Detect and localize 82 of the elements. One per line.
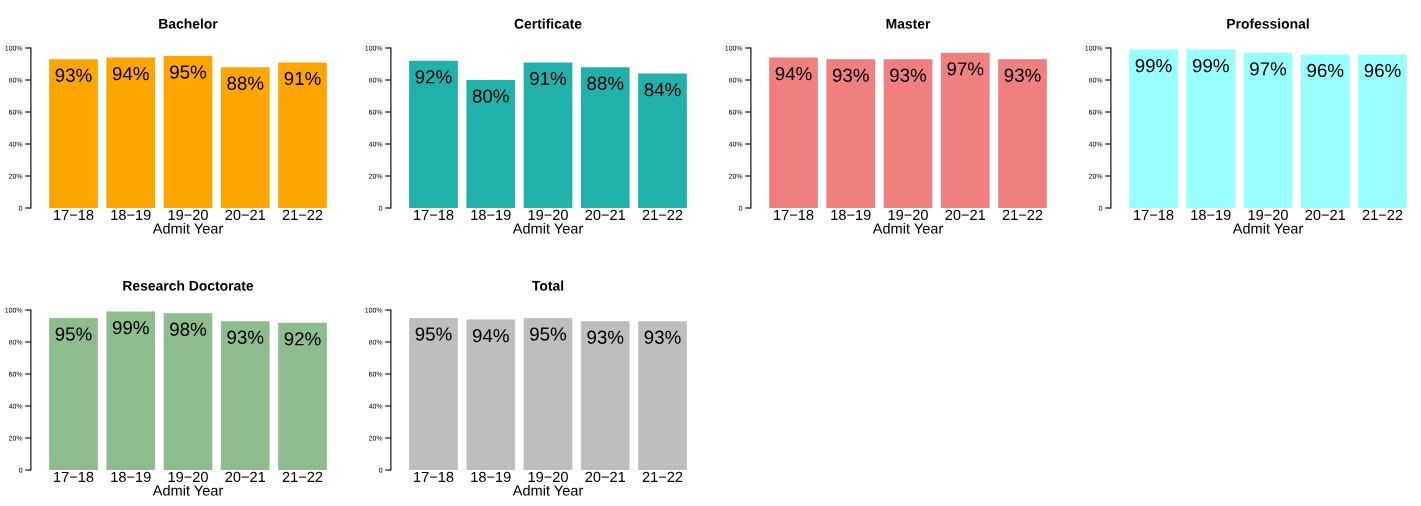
x-tick-label: 21−22: [642, 209, 683, 220]
x-tick-label: 17−18: [414, 209, 454, 221]
bar: [49, 318, 98, 470]
x-tick-label: 20−21: [1305, 209, 1346, 221]
x-tick-label: 17−18: [54, 209, 94, 221]
x-tick-label: 21−22: [1362, 209, 1403, 220]
data-label: 95%: [55, 327, 92, 341]
x-tick-label: 18−19: [111, 209, 151, 221]
chart-title: Professional: [1227, 18, 1309, 29]
chart-title: Total: [532, 280, 564, 291]
data-label: 91%: [284, 71, 321, 86]
x-tick-label: 19−20: [528, 471, 568, 483]
x-tick-label: 19−20: [168, 471, 208, 483]
x-tick-label: 19−20: [168, 209, 208, 221]
x-tick-label: 21−22: [282, 471, 323, 482]
data-label: 93%: [644, 330, 681, 344]
x-tick-label: 21−22: [642, 471, 683, 482]
data-label: 97%: [1250, 62, 1287, 76]
x-tick-label: 19−20: [1248, 209, 1288, 221]
data-label: 88%: [587, 76, 624, 90]
bar: [220, 321, 270, 470]
x-axis-title: Admit Year: [512, 222, 584, 234]
data-label: 97%: [947, 62, 984, 76]
x-tick-label: 20−21: [585, 209, 626, 221]
bar: [220, 67, 270, 208]
bar: [278, 62, 327, 208]
x-tick-label: 20−21: [585, 471, 626, 483]
data-label: 80%: [472, 89, 509, 103]
x-tick-label: 19−20: [888, 209, 928, 221]
data-label: 98%: [170, 322, 207, 336]
data-label: 84%: [644, 83, 681, 97]
x-axis-title: Admit Year: [152, 222, 224, 234]
data-label: 93%: [890, 68, 927, 82]
data-label: 92%: [415, 70, 452, 84]
chart-title: Certificate: [514, 18, 582, 29]
data-label: 93%: [1004, 68, 1041, 82]
data-label: 93%: [227, 330, 264, 344]
x-tick-label: 21−22: [282, 209, 323, 220]
x-tick-label: 17−18: [774, 209, 814, 221]
x-axis-title: Admit Year: [512, 484, 584, 496]
data-label: 99%: [1192, 59, 1229, 73]
data-label: 94%: [472, 329, 509, 343]
data-label: 95%: [415, 327, 452, 341]
x-axis-title: Admit Year: [1232, 222, 1304, 234]
x-axis-title: Admit Year: [872, 222, 944, 234]
data-label: 95%: [170, 65, 207, 79]
data-label: 96%: [1364, 63, 1401, 78]
bar: [163, 313, 213, 470]
data-label: 96%: [1307, 63, 1344, 78]
x-axis-title: Admit Year: [152, 484, 224, 496]
bar: [106, 57, 156, 208]
x-tick-label: 17−18: [1134, 209, 1174, 221]
data-label: 99%: [1135, 59, 1172, 73]
x-tick-label: 18−19: [471, 471, 511, 483]
chart-title: Bachelor: [159, 18, 218, 29]
data-label: 95%: [530, 327, 567, 341]
chart-title: Research Doctorate: [123, 280, 254, 291]
x-tick-label: 18−19: [831, 209, 871, 221]
bar: [106, 311, 156, 470]
x-tick-label: 20−21: [225, 471, 266, 483]
x-tick-label: 19−20: [528, 209, 568, 221]
x-tick-label: 20−21: [225, 209, 266, 221]
data-label: 94%: [112, 67, 149, 81]
data-label: 88%: [227, 76, 264, 90]
x-tick-label: 17−18: [54, 471, 94, 483]
data-label: 94%: [775, 67, 812, 81]
chart-title: Master: [886, 19, 931, 29]
x-tick-label: 21−22: [1002, 209, 1043, 220]
data-label: 93%: [832, 68, 869, 82]
x-tick-label: 18−19: [111, 471, 151, 483]
data-label: 91%: [530, 71, 567, 86]
bar: [278, 322, 327, 470]
bar: [163, 56, 213, 208]
data-label: 93%: [55, 68, 92, 82]
x-tick-label: 18−19: [1191, 209, 1231, 221]
data-label: 92%: [284, 332, 321, 346]
x-tick-label: 18−19: [471, 209, 511, 221]
x-tick-label: 17−18: [414, 471, 454, 483]
data-label: 99%: [112, 321, 149, 335]
bar: [49, 59, 98, 208]
data-label: 93%: [587, 330, 624, 344]
x-tick-label: 20−21: [945, 209, 986, 221]
